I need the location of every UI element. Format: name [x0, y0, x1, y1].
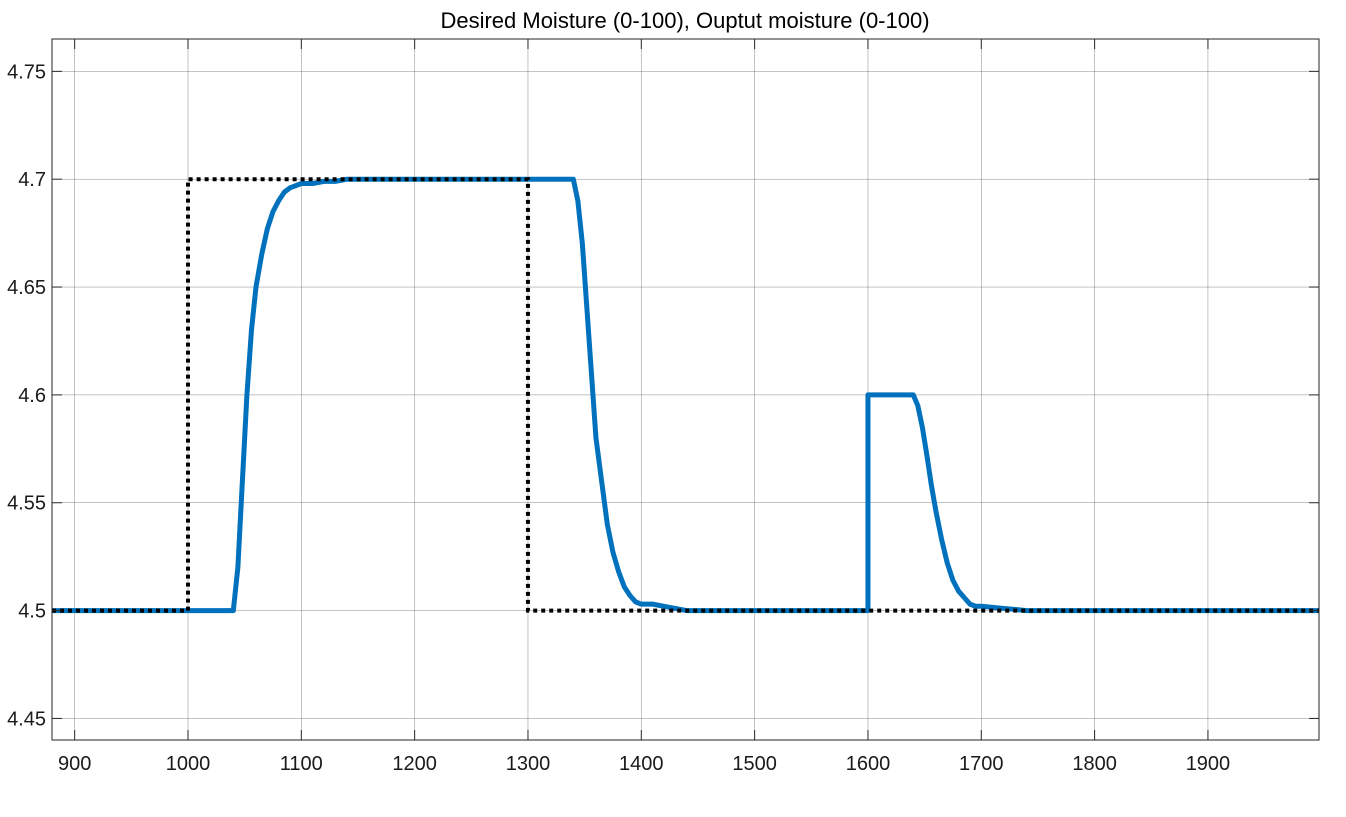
series-lines [52, 176, 1319, 614]
x-tick-label: 1000 [166, 753, 211, 775]
y-tick-label: 4.75 [7, 61, 46, 83]
x-tick-label: 1500 [732, 753, 777, 775]
y-tick-label: 4.7 [18, 169, 46, 191]
x-tick-label: 900 [58, 753, 91, 775]
plot-area [52, 39, 1319, 740]
x-tick-label: 1100 [280, 753, 323, 775]
y-tick-label: 4.6 [18, 385, 46, 407]
y-tick-label: 4.45 [7, 708, 46, 730]
output-moisture-line [52, 176, 1319, 614]
desired-moisture-line [52, 177, 1319, 613]
chart-title: Desired Moisture (0-100), Ouptut moistur… [440, 8, 929, 33]
y-tick-label: 4.5 [18, 601, 46, 623]
y-tick-label: 4.65 [7, 277, 46, 299]
x-tick-label: 1700 [959, 753, 1004, 775]
x-tick-label: 1400 [619, 753, 664, 775]
y-tick-labels: 4.45 4.5 4.55 4.6 4.65 4.7 4.75 [7, 61, 46, 730]
y-tick-label: 4.55 [7, 493, 46, 515]
x-tick-label: 1300 [506, 753, 551, 775]
tick-marks [52, 39, 1319, 740]
x-tick-label: 1900 [1186, 753, 1231, 775]
x-tick-label: 1800 [1072, 753, 1117, 775]
x-tick-label: 1600 [846, 753, 891, 775]
axes-box [51, 38, 1320, 741]
x-tick-labels: 900 1000 1100 1200 1300 1400 1500 1600 1700 1800 1… [58, 753, 1230, 775]
x-tick-label: 1200 [392, 753, 437, 775]
